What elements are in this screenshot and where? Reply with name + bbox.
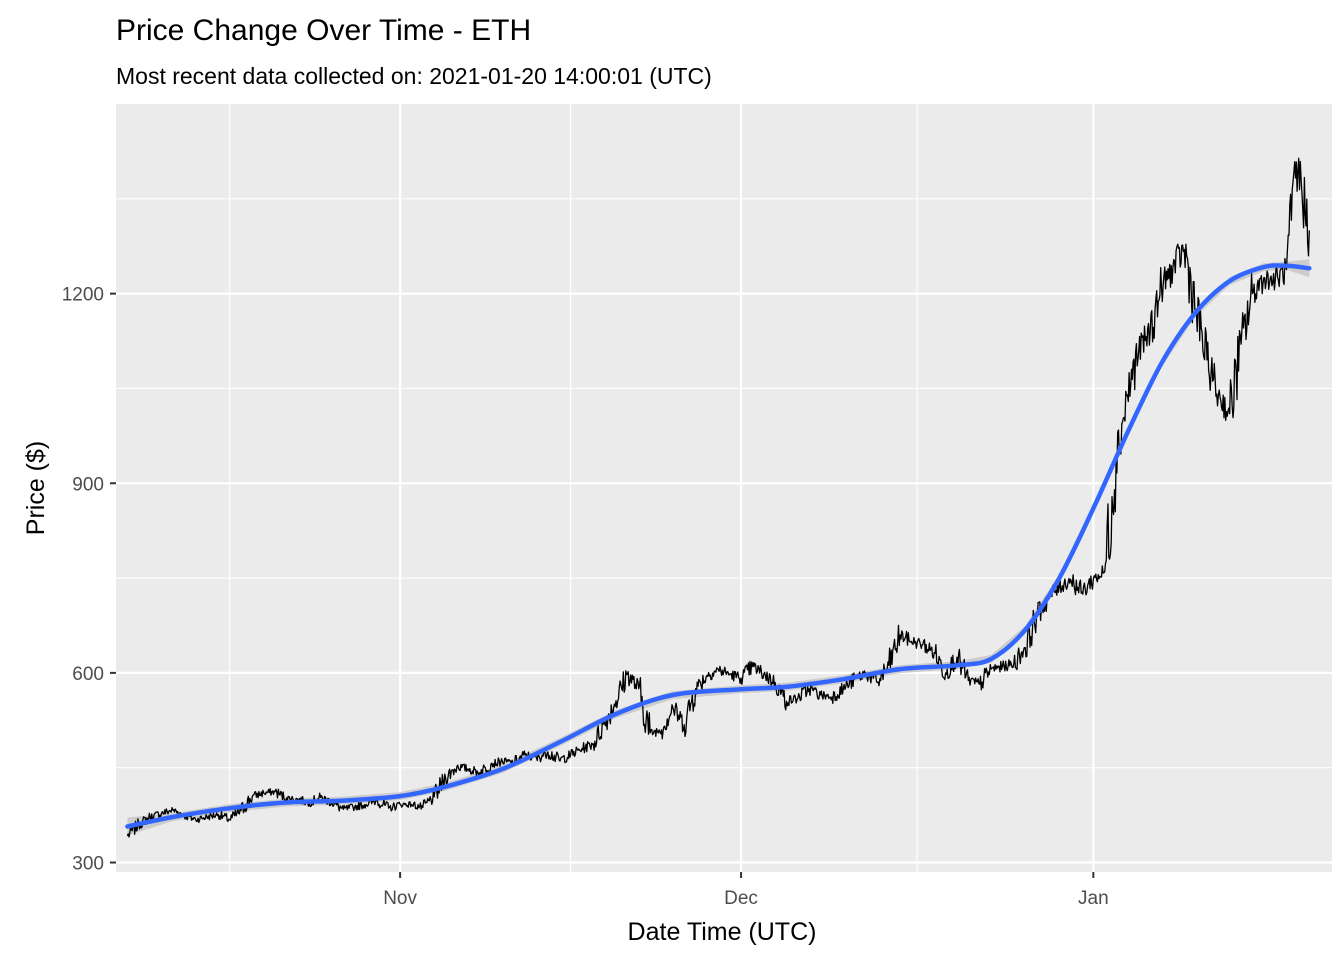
y-axis-title: Price ($) — [22, 441, 50, 535]
smooth-trend-line — [125, 263, 1312, 829]
x-tick-label: Dec — [724, 888, 758, 909]
plot-panel — [116, 104, 1332, 872]
minor-gridlines — [116, 104, 1332, 872]
y-tick-label: 1200 — [62, 285, 104, 306]
y-tick-label: 300 — [72, 854, 104, 875]
x-axis: Nov Dec Jan — [383, 872, 1109, 909]
chart-title: Price Change Over Time - ETH — [116, 14, 531, 47]
x-tick-label: Jan — [1078, 888, 1109, 909]
chart-subtitle: Most recent data collected on: 2021-01-2… — [116, 63, 712, 89]
x-tick-label: Nov — [383, 888, 417, 909]
y-axis: 300 600 900 1200 — [62, 285, 116, 875]
y-tick-label: 600 — [72, 664, 104, 685]
y-tick-label: 900 — [72, 474, 104, 495]
price-line — [126, 157, 1310, 838]
x-axis-title: Date Time (UTC) — [628, 918, 817, 946]
